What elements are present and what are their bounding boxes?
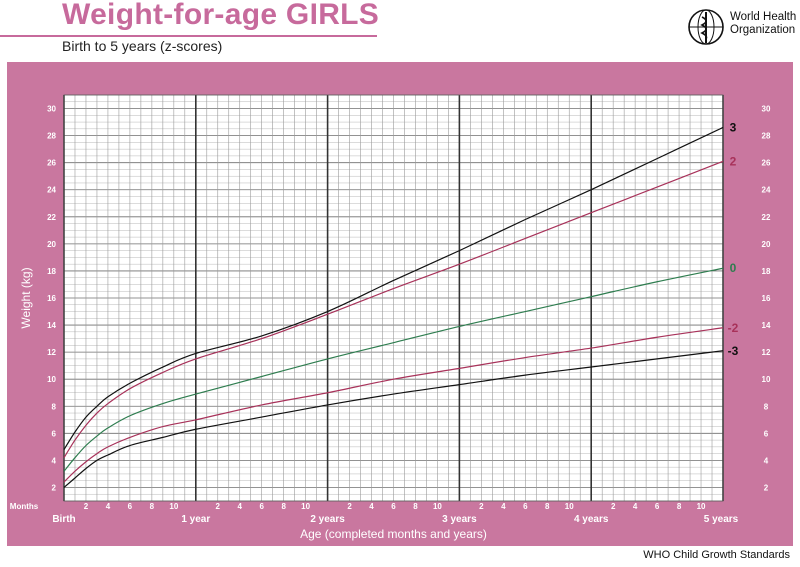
y-tick-label-right: 20 [762,240,771,249]
y-tick-label-right: 2 [764,483,769,492]
organization-name: World Health Organization [730,11,796,37]
y-tick-label-right: 4 [764,456,769,465]
y-tick-label-right: 6 [764,429,769,438]
x-tick-label-month: 4 [633,502,638,511]
series-label: -3 [728,344,739,358]
x-tick-label-month: 4 [501,502,506,511]
x-tick-label-month: 6 [391,502,396,511]
y-tick-label-left: 18 [47,267,56,276]
y-tick-label-left: 8 [52,402,57,411]
series-line-z0 [63,267,724,472]
series-line-z3 [63,126,724,450]
x-tick-label-month: 2 [611,502,616,511]
x-tick-label-month: 8 [413,502,418,511]
x-year-label: 1 year [181,514,210,525]
y-tick-label-left: 4 [52,456,57,465]
x-tick-label-month: 10 [697,502,706,511]
y-tick-label-right: 16 [762,294,771,303]
y-tick-label-right: 26 [762,159,771,168]
who-emblem-icon [688,9,724,45]
x-tick-label-month: 2 [84,502,89,511]
y-tick-label-left: 30 [47,105,56,114]
y-tick-label-left: 24 [47,186,56,195]
x-tick-label-month: 8 [281,502,286,511]
x-tick-label-month: 4 [238,502,243,511]
x-tick-label-month: 6 [523,502,528,511]
x-tick-label-month: 2 [216,502,221,511]
y-tick-label-right: 8 [764,402,769,411]
y-tick-label-right: 22 [762,213,771,222]
x-tick-label-month: 8 [545,502,550,511]
x-tick-label-month: 6 [128,502,133,511]
y-tick-label-left: 10 [47,375,56,384]
x-tick-label-month: 8 [150,502,155,511]
title-underline [0,35,377,37]
y-tick-label-left: 14 [47,321,56,330]
x-tick-label-month: 2 [479,502,484,511]
x-year-label: Birth [52,514,75,525]
x-tick-label-month: 8 [677,502,682,511]
series-line-zminus2 [63,327,724,483]
x-tick-label-month: 6 [655,502,660,511]
plot-border [63,94,724,502]
series-label: -2 [728,321,739,335]
x-year-label: 3 years [442,514,477,525]
x-year-label: 4 years [574,514,609,525]
y-tick-label-right: 28 [762,132,771,141]
x-tick-label-month: 10 [169,502,178,511]
y-tick-label-right: 10 [762,375,771,384]
y-tick-label-left: 6 [52,429,57,438]
organization-name-line1: World Health [730,11,797,23]
chart-title: Weight-for-age GIRLS [62,0,380,31]
y-tick-label-left: 20 [47,240,56,249]
footer-text: WHO Child Growth Standards [643,549,790,561]
x-tick-label-month: 4 [369,502,374,511]
y-tick-label-left: 12 [47,348,56,357]
x-tick-label-month: 10 [433,502,442,511]
organization-name-line2: Organization [730,24,796,36]
y-tick-label-right: 30 [762,105,771,114]
series-label: 3 [730,120,737,134]
x-unit-label: Months [10,502,39,511]
y-tick-label-right: 14 [762,321,771,330]
x-tick-label-month: 6 [259,502,264,511]
chart-subtitle: Birth to 5 years (z-scores) [62,38,223,54]
series-line-zminus3 [63,350,724,488]
x-tick-label-month: 10 [301,502,310,511]
x-tick-label-month: 4 [106,502,111,511]
x-axis-title: Age (completed months and years) [300,527,487,541]
y-tick-label-right: 18 [762,267,771,276]
series-label: 0 [730,261,737,275]
y-tick-label-left: 28 [47,132,56,141]
series-label: 2 [730,154,737,168]
x-year-label: 5 years [704,514,739,525]
x-tick-label-month: 10 [565,502,574,511]
series-line-z2 [63,160,724,459]
x-tick-label-month: 2 [347,502,352,511]
y-tick-label-left: 2 [52,483,57,492]
y-tick-label-left: 26 [47,159,56,168]
y-tick-label-left: 16 [47,294,56,303]
y-tick-label-right: 12 [762,348,771,357]
x-year-label: 2 years [310,514,345,525]
y-tick-label-left: 22 [47,213,56,222]
y-axis-title: Weight (kg) [19,267,33,328]
y-tick-label-right: 24 [762,186,771,195]
